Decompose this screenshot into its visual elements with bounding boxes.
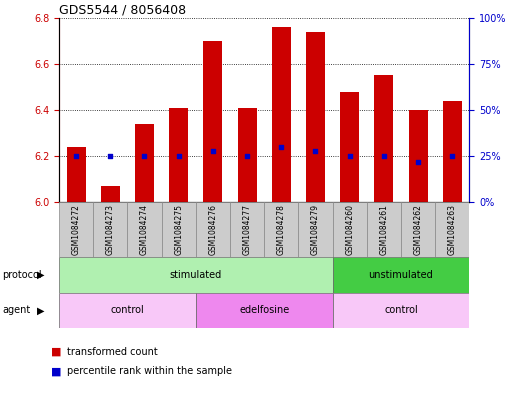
Bar	[367, 202, 401, 257]
Text: GSM1084263: GSM1084263	[448, 204, 457, 255]
Bar	[101, 186, 120, 202]
Bar	[135, 124, 154, 202]
Point	[277, 144, 285, 150]
Bar	[169, 108, 188, 202]
Point	[311, 147, 320, 154]
Text: GSM1084276: GSM1084276	[208, 204, 218, 255]
Text: protocol: protocol	[3, 270, 42, 280]
Bar	[332, 257, 469, 293]
Bar	[204, 41, 222, 202]
Bar	[401, 202, 435, 257]
Bar	[162, 202, 196, 257]
Bar	[230, 202, 264, 257]
Bar	[443, 101, 462, 202]
Text: ▶: ▶	[37, 305, 45, 316]
Text: GDS5544 / 8056408: GDS5544 / 8056408	[59, 4, 186, 17]
Point	[448, 153, 457, 160]
Point	[346, 153, 354, 160]
Point	[209, 147, 217, 154]
Bar	[59, 257, 332, 293]
Text: control: control	[110, 305, 144, 316]
Bar	[340, 92, 359, 202]
Text: ■: ■	[51, 366, 62, 376]
Bar	[196, 202, 230, 257]
Point	[72, 153, 80, 160]
Text: GSM1084262: GSM1084262	[413, 204, 423, 255]
Bar	[272, 27, 291, 202]
Text: GSM1084273: GSM1084273	[106, 204, 115, 255]
Bar	[409, 110, 427, 202]
Bar	[299, 202, 332, 257]
Bar	[238, 108, 256, 202]
Point	[141, 153, 149, 160]
Text: GSM1084272: GSM1084272	[72, 204, 81, 255]
Text: ▶: ▶	[37, 270, 45, 280]
Text: transformed count: transformed count	[67, 347, 157, 357]
Bar	[127, 202, 162, 257]
Text: ■: ■	[51, 347, 62, 357]
Point	[243, 153, 251, 160]
Point	[174, 153, 183, 160]
Bar	[67, 147, 86, 202]
Bar	[59, 293, 196, 328]
Bar	[264, 202, 299, 257]
Text: control: control	[384, 305, 418, 316]
Bar	[196, 293, 332, 328]
Text: edelfosine: edelfosine	[239, 305, 289, 316]
Text: GSM1084260: GSM1084260	[345, 204, 354, 255]
Bar	[306, 31, 325, 202]
Text: agent: agent	[3, 305, 31, 316]
Point	[414, 159, 422, 165]
Text: stimulated: stimulated	[170, 270, 222, 280]
Text: GSM1084277: GSM1084277	[243, 204, 251, 255]
Point	[380, 153, 388, 160]
Text: GSM1084278: GSM1084278	[277, 204, 286, 255]
Text: GSM1084275: GSM1084275	[174, 204, 183, 255]
Bar	[93, 202, 127, 257]
Bar	[435, 202, 469, 257]
Text: GSM1084279: GSM1084279	[311, 204, 320, 255]
Text: GSM1084274: GSM1084274	[140, 204, 149, 255]
Point	[106, 153, 114, 160]
Bar	[374, 75, 393, 202]
Bar	[332, 202, 367, 257]
Text: unstimulated: unstimulated	[369, 270, 433, 280]
Bar	[332, 293, 469, 328]
Text: percentile rank within the sample: percentile rank within the sample	[67, 366, 232, 376]
Bar	[59, 202, 93, 257]
Text: GSM1084261: GSM1084261	[380, 204, 388, 255]
